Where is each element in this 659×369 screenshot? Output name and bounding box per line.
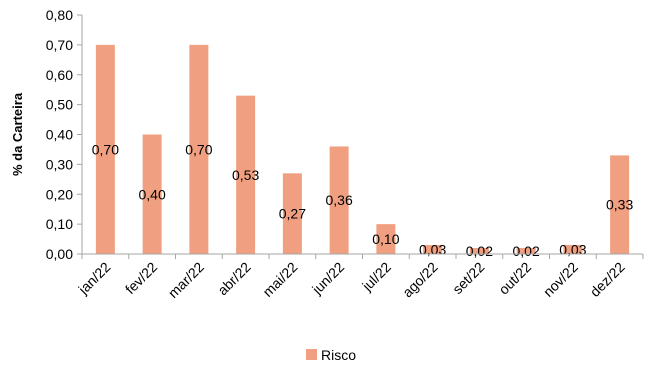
legend: Risco: [306, 347, 356, 363]
bar-jun-22: [329, 146, 349, 254]
y-tick-label: 0,20: [46, 186, 73, 202]
y-tick-label: 0,70: [46, 37, 73, 53]
bar-out-22: [516, 248, 536, 254]
x-tick-label: abr/22: [214, 259, 254, 299]
data-label: 0,03: [419, 242, 446, 258]
y-tick-label: 0,30: [46, 156, 73, 172]
y-tick-label: 0,60: [46, 67, 73, 83]
y-tick-label: 0,10: [46, 216, 73, 232]
x-tick-label: mai/22: [259, 259, 300, 300]
legend-label-risco: Risco: [321, 347, 356, 363]
bar-mai-22: [282, 173, 302, 254]
x-tick-label: set/22: [449, 259, 487, 297]
y-tick-label: 0,80: [46, 7, 73, 23]
y-axis-tick-marks: [77, 14, 82, 255]
x-tick-label: jan/22: [74, 259, 113, 298]
bar-mar-22: [189, 44, 209, 254]
data-label: 0,53: [232, 167, 259, 183]
x-tick-label: fev/22: [122, 259, 160, 297]
x-tick-label: nov/22: [540, 259, 581, 300]
data-label: 0,02: [513, 243, 540, 259]
data-label: 0,70: [92, 141, 119, 157]
bar-series: [95, 44, 630, 254]
y-axis-tick-labels: 0,00 0,10 0,20 0,30 0,40 0,50 0,60 0,70 0,80: [46, 7, 73, 262]
x-tick-label: jun/22: [308, 259, 347, 298]
x-tick-label: dez/22: [587, 259, 628, 300]
data-label: 0,10: [372, 231, 399, 247]
y-axis-title: % da Carteira: [10, 92, 25, 176]
x-tick-label: mar/22: [165, 259, 207, 301]
data-label: 0,03: [559, 242, 586, 258]
data-label: 0,36: [326, 192, 353, 208]
data-label: 0,02: [466, 243, 493, 259]
y-tick-label: 0,50: [46, 97, 73, 113]
x-tick-label: ago/22: [399, 259, 441, 301]
bar-fev-22: [142, 134, 162, 254]
x-tick-label: jul/22: [358, 259, 394, 295]
bar-jan-22: [95, 44, 115, 254]
data-label: 0,27: [279, 206, 306, 222]
legend-swatch-risco: [306, 349, 317, 360]
bar-nov-22: [563, 245, 583, 254]
x-tick-label: out/22: [495, 259, 534, 298]
bar-abr-22: [236, 95, 256, 254]
y-tick-label: 0,00: [46, 246, 73, 262]
data-label: 0,70: [185, 141, 212, 157]
y-tick-label: 0,40: [46, 127, 73, 143]
bar-set-22: [469, 248, 489, 254]
data-label: 0,33: [606, 197, 633, 213]
bar-ago-22: [423, 245, 443, 254]
x-axis-tick-marks: [81, 254, 644, 259]
bar-jul-22: [376, 224, 396, 254]
x-axis-tick-labels: jan/22 fev/22 mar/22 abr/22 mai/22 jun/22 jul/…: [74, 259, 627, 301]
data-label: 0,40: [139, 186, 166, 202]
data-labels: 0,70 0,40 0,70 0,53 0,27 0,36 0,10 0,03 0,02 0,02…: [92, 141, 634, 259]
bar-dez-22: [610, 155, 630, 254]
